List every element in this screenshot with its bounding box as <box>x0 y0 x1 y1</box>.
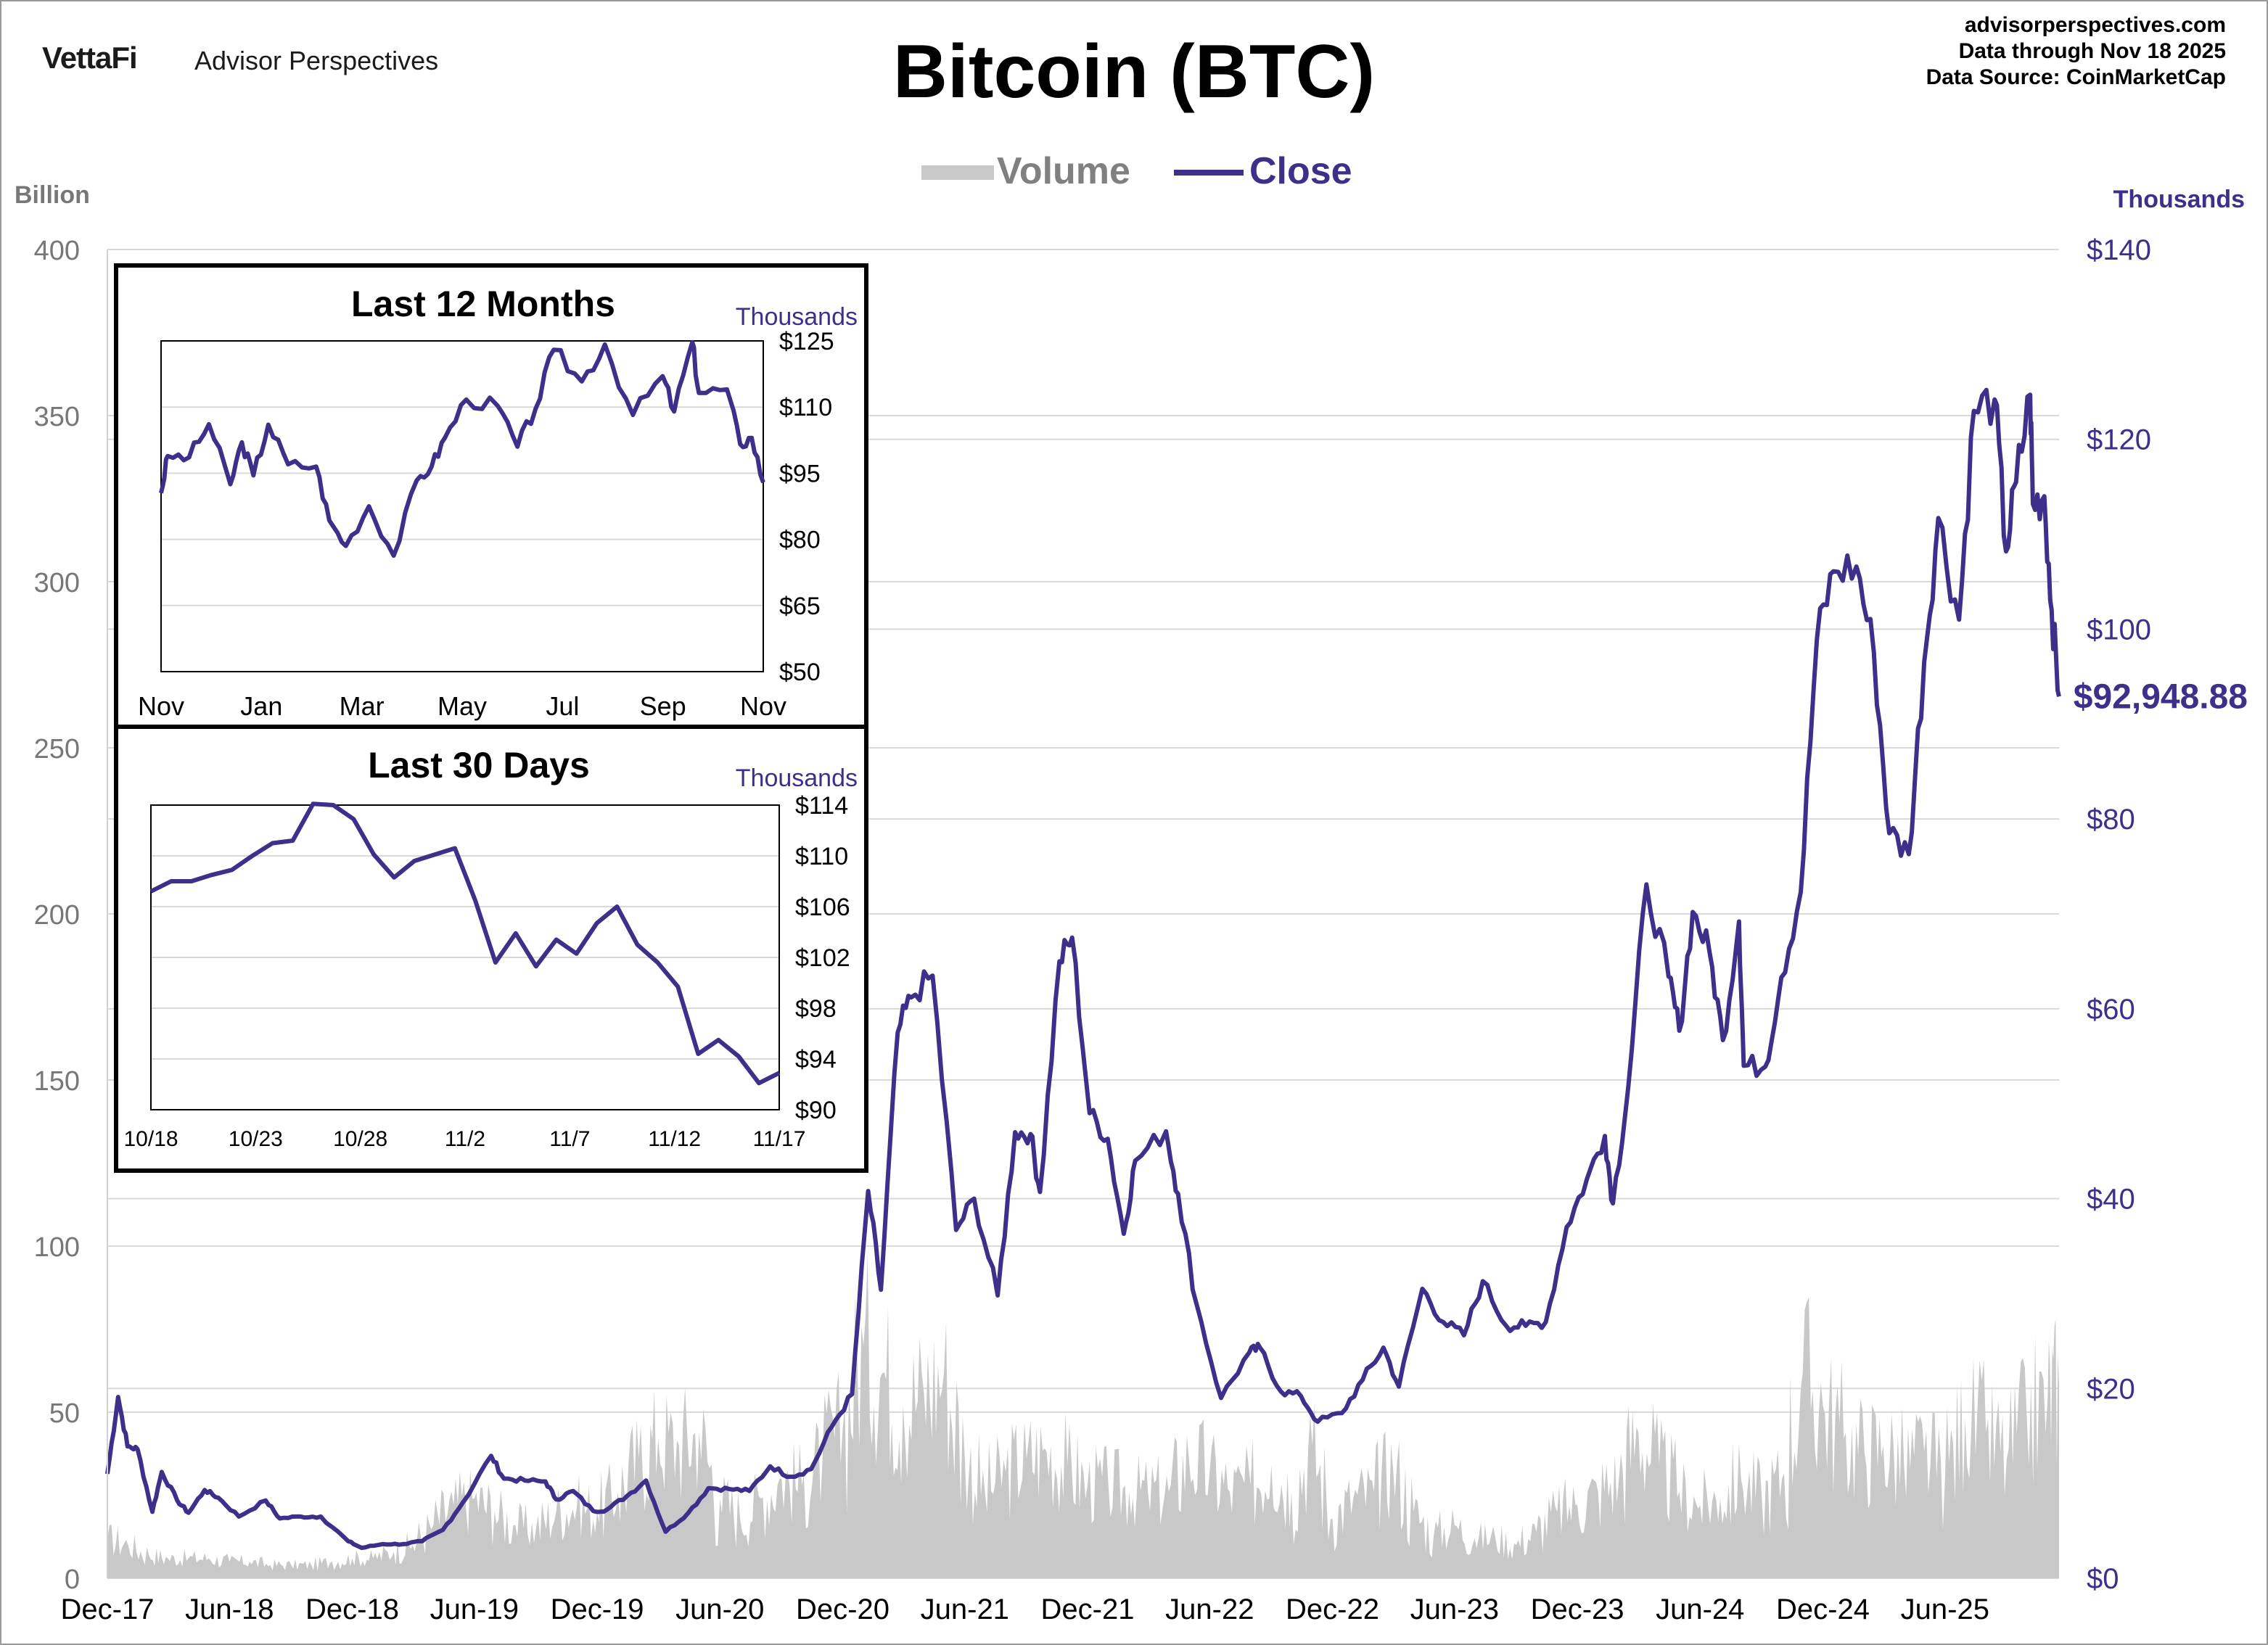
inset-y-tick-50: $50 <box>779 659 821 686</box>
legend-label-volume: Volume <box>997 150 1130 192</box>
inset-x-tick-2: 10/28 <box>333 1127 387 1151</box>
x-tick-Jun-21: Jun-21 <box>921 1594 1009 1625</box>
series-close-line <box>105 387 2061 1551</box>
inset-plot-border <box>160 340 764 672</box>
last-close-value-label: $92,948.88 <box>2074 677 2248 716</box>
right-tick-2: $40 <box>2087 1184 2135 1216</box>
legend-label-close: Close <box>1249 150 1352 192</box>
inset-x-tick-4: 11/7 <box>549 1127 590 1151</box>
left-tick-300: 300 <box>34 568 80 598</box>
legend-swatch-close <box>1174 170 1244 176</box>
inset-y-tick-80: $80 <box>779 527 821 554</box>
inset-y-tick-106: $106 <box>795 894 850 921</box>
inset-unit-label: Thousands <box>736 303 858 331</box>
right-tick-7: $140 <box>2087 234 2151 266</box>
brand-name: Advisor Perspectives <box>194 46 439 75</box>
left-tick-400: 400 <box>34 236 80 266</box>
inset-y-tick-110: $110 <box>779 394 832 421</box>
series-volume-area <box>107 1254 2059 1578</box>
right-tick-0: $0 <box>2087 1563 2119 1595</box>
left-tick-0: 0 <box>65 1564 80 1595</box>
right-tick-3: $60 <box>2087 994 2135 1026</box>
x-tick-Dec-17: Dec-17 <box>61 1594 155 1625</box>
inset-unit-label: Thousands <box>736 764 858 792</box>
left-axis-unit: Billion <box>15 181 90 209</box>
right-tick-4: $80 <box>2087 804 2135 836</box>
inset-y-tick-125: $125 <box>779 328 834 355</box>
x-tick-Jun-22: Jun-22 <box>1165 1594 1254 1625</box>
x-tick-Dec-23: Dec-23 <box>1531 1594 1624 1625</box>
left-tick-100: 100 <box>34 1232 80 1263</box>
data-source: Data Source: CoinMarketCap <box>1926 65 2226 89</box>
left-tick-350: 350 <box>34 402 80 432</box>
data-through-date: Data through Nov 18 2025 <box>1958 39 2226 63</box>
x-tick-Dec-20: Dec-20 <box>796 1594 889 1625</box>
x-tick-Jun-23: Jun-23 <box>1410 1594 1499 1625</box>
legend-item-close: Close <box>1174 149 1392 193</box>
right-tick-6: $120 <box>2087 424 2151 456</box>
inset-close-line <box>159 339 765 558</box>
right-tick-5: $100 <box>2087 614 2151 646</box>
source-site: advisorperspectives.com <box>1964 13 2226 37</box>
inset-x-tick-3: May <box>437 691 487 721</box>
inset-x-tick-1: 10/23 <box>229 1127 283 1151</box>
x-tick-Jun-24: Jun-24 <box>1656 1594 1744 1625</box>
inset-x-tick-0: 10/18 <box>123 1127 178 1151</box>
left-tick-150: 150 <box>34 1066 80 1097</box>
inset-frame <box>114 263 868 729</box>
inset-x-tick-3: 11/2 <box>445 1127 485 1151</box>
legend-item-volume: Volume <box>921 149 1154 193</box>
page-title: Bitcoin (BTC) <box>892 30 1376 114</box>
x-tick-Jun-19: Jun-19 <box>430 1594 519 1625</box>
left-tick-50: 50 <box>49 1398 80 1429</box>
inset-y-tick-90: $90 <box>795 1097 837 1124</box>
inset-title: Last 30 Days <box>368 745 590 786</box>
inset-title: Last 12 Months <box>351 284 615 324</box>
inset-y-tick-114: $114 <box>795 792 848 820</box>
vettafi-logo: VettaFi <box>42 41 138 75</box>
right-axis-unit: Thousands <box>2113 186 2245 213</box>
x-tick-Jun-18: Jun-18 <box>185 1594 274 1625</box>
x-tick-Dec-19: Dec-19 <box>551 1594 644 1625</box>
x-tick-Dec-18: Dec-18 <box>305 1594 399 1625</box>
inset-y-tick-102: $102 <box>795 944 850 972</box>
inset-x-tick-6: 11/17 <box>753 1127 806 1151</box>
x-tick-Jun-20: Jun-20 <box>675 1594 764 1625</box>
inset-x-tick-0: Nov <box>138 691 184 721</box>
x-tick-Dec-22: Dec-22 <box>1286 1594 1379 1625</box>
inset-close-line <box>149 801 781 1086</box>
inset-y-tick-98: $98 <box>795 995 837 1023</box>
inset-x-tick-4: Jul <box>546 691 579 721</box>
x-tick-Dec-24: Dec-24 <box>1776 1594 1870 1625</box>
legend-swatch-volume <box>921 165 994 180</box>
left-tick-250: 250 <box>34 734 80 764</box>
inset-x-tick-6: Nov <box>740 691 786 721</box>
x-tick-Dec-21: Dec-21 <box>1041 1594 1135 1625</box>
inset-plot-border <box>150 804 780 1110</box>
inset-x-tick-5: Sep <box>640 691 686 721</box>
inset-y-tick-94: $94 <box>795 1046 837 1073</box>
inset-x-tick-5: 11/12 <box>648 1127 701 1151</box>
inset-y-tick-95: $95 <box>779 460 821 487</box>
right-tick-1: $20 <box>2087 1373 2135 1405</box>
inset-y-tick-65: $65 <box>779 593 821 620</box>
x-tick-Jun-25: Jun-25 <box>1901 1594 1989 1625</box>
left-tick-200: 200 <box>34 900 80 931</box>
inset-x-tick-2: Mar <box>340 691 385 721</box>
inset-x-tick-1: Jan <box>240 691 282 721</box>
inset-y-tick-110: $110 <box>795 843 848 870</box>
